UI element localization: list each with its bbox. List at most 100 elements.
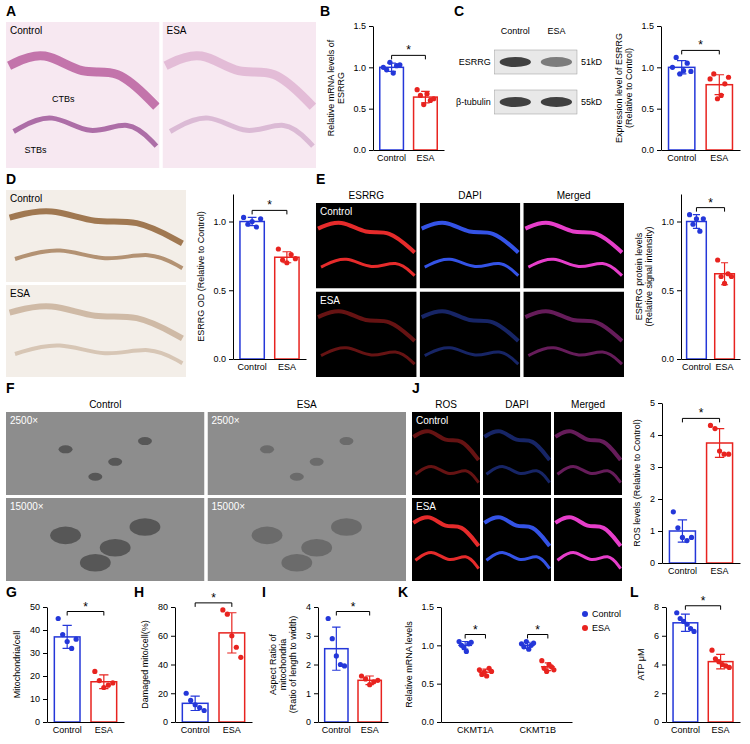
y-tick-mark: [658, 403, 662, 404]
x-axis: Control ESA: [667, 723, 741, 736]
image-background: [6, 22, 160, 168]
y-axis-title-line: ESRRG protein levels: [634, 232, 644, 320]
column-header: Control: [89, 399, 121, 410]
organelle: [138, 437, 152, 445]
fluorescence: [415, 467, 478, 483]
significance-label: *: [473, 623, 478, 637]
bar: [673, 623, 698, 722]
x-tick: ESA: [710, 153, 728, 163]
column-header: ESRRG: [349, 190, 385, 201]
y-tick-mark: [171, 665, 175, 666]
chart-panel: L*02468ControlESAATP μM: [630, 584, 741, 735]
data-point: [415, 87, 420, 92]
cell-label: 15000×: [10, 501, 44, 512]
image-content: [483, 412, 551, 495]
legend-label: Control: [592, 609, 621, 619]
blot-band: [500, 97, 531, 107]
y-tick-mark: [369, 26, 373, 27]
y-tick: 40: [30, 625, 47, 635]
image-background: [6, 498, 205, 581]
y-tick-mark: [369, 67, 373, 68]
image-cell: [420, 292, 521, 378]
image-cell: [420, 203, 521, 289]
marks: [54, 616, 116, 722]
x-axis: ControlESA: [374, 151, 445, 164]
data-point: [477, 667, 482, 672]
data-point: [719, 93, 724, 98]
marks: [182, 607, 244, 722]
x-tick: Control: [682, 362, 711, 372]
image-background: [523, 203, 624, 289]
organelle: [260, 445, 274, 453]
cell-label: Control: [10, 25, 42, 36]
x-tick: Control: [667, 153, 696, 163]
y-tick-mark: [437, 684, 441, 685]
y-tick-label: 40: [158, 660, 168, 670]
data-point: [238, 655, 243, 660]
y-tick-mark: [314, 693, 318, 694]
image-background: [316, 203, 417, 289]
marks: [687, 212, 735, 359]
image-annotation: STBs: [24, 145, 47, 155]
data-point: [544, 669, 549, 674]
bar: [358, 680, 381, 722]
data-point: [101, 685, 106, 690]
image-panel: CControlESAESRRG51kDβ-tubulin55kD: [454, 3, 602, 114]
y-tick: 80: [158, 602, 175, 612]
fluorescence: [422, 223, 519, 253]
band-label: ESRRG: [459, 57, 491, 67]
y-tick: 1: [306, 689, 318, 699]
y-axis: 01234: [306, 602, 319, 727]
y-tick-label: 50: [30, 602, 40, 612]
y-tick: 50: [30, 602, 47, 612]
x-tick-label: Control: [181, 725, 210, 735]
image-background: [6, 190, 186, 282]
significance-label: *: [708, 196, 713, 210]
panel-letter: K: [398, 584, 408, 600]
x-tick-label: ESA: [710, 153, 728, 163]
x-tick-label: Control: [682, 362, 711, 372]
fluorescence: [525, 311, 622, 341]
y-axis-title-line: Expression level of ESRRG: [614, 33, 624, 143]
image-background: [208, 498, 407, 581]
x-tick: ESA: [711, 566, 729, 576]
image-panel: EESRRGDAPIMergedControlESA: [316, 171, 624, 377]
blot-band: [500, 57, 531, 67]
x-tick-label: ESA: [711, 566, 729, 576]
image-content: [412, 412, 480, 495]
image-content: [554, 498, 622, 581]
y-tick: 0: [650, 558, 662, 568]
x-tick: Control: [181, 725, 210, 735]
x-tick: Control: [671, 725, 700, 735]
y-tick-mark: [658, 499, 662, 500]
data-point: [675, 525, 680, 530]
blot-strip: [495, 50, 577, 74]
image-cell: ESA: [6, 285, 186, 377]
y-axis-title-line: ESRRG: [336, 72, 346, 104]
x-axis-line: [662, 150, 741, 151]
y-axis-title-line: Relative mRNA levels of: [326, 39, 336, 136]
y-axis-title-line: ATP μM: [636, 649, 646, 681]
panel-letter: B: [320, 3, 330, 19]
y-axis-line: [373, 27, 374, 151]
fluorescence: [422, 311, 519, 341]
data-point: [391, 71, 396, 76]
y-axis-title: Relative mRNA levels ofESRRG: [326, 39, 346, 136]
data-point: [726, 452, 731, 457]
y-tick-label: 1.0: [421, 641, 434, 651]
organelle: [310, 458, 324, 466]
y-tick-label: 4: [650, 430, 655, 440]
y-axis: 0.00.51.01.5: [421, 602, 441, 727]
image-content: [6, 498, 205, 581]
y-axis-title-line: (Relative to Control): [624, 48, 634, 128]
y-axis-title: Mitochondria/cell: [12, 631, 22, 699]
y-tick-mark: [662, 636, 666, 637]
chart-panel: *012345ControlESAROS levels (Relative to…: [632, 398, 741, 576]
x-tick-label: ESA: [712, 725, 730, 735]
y-tick: 1.0: [641, 63, 661, 73]
x-tick: Control: [668, 566, 697, 576]
fluorescence: [413, 431, 478, 460]
panel-letter: L: [630, 584, 639, 600]
data-point: [280, 257, 285, 262]
significance-label: *: [699, 406, 704, 420]
